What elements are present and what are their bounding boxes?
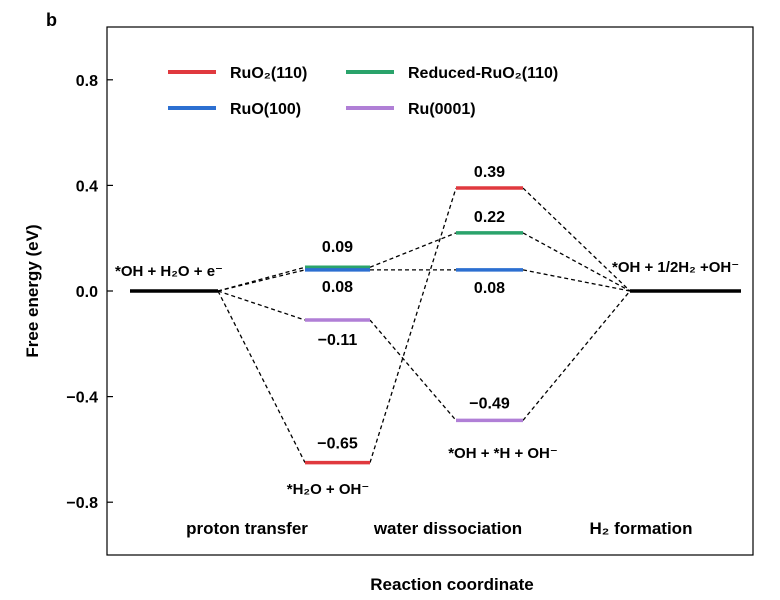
connector-reduced-ruo-110 bbox=[217, 266, 306, 292]
connector-reduced-ruo-110 bbox=[522, 232, 631, 292]
y-tick-label: 0.8 bbox=[76, 73, 98, 90]
y-axis: −0.8 −0.4 0.0 0.4 0.8 bbox=[66, 73, 113, 512]
stage-label-water-dissociation: water dissociation bbox=[373, 519, 522, 538]
legend: RuO₂(110) Reduced-RuO₂(110) RuO(100) Ru(000… bbox=[168, 65, 558, 118]
legend-label-ruo-110: RuO₂(110) bbox=[230, 65, 307, 82]
data-label-reduced-ruo-110: 0.09 bbox=[322, 239, 353, 256]
data-label-ruo-110: 0.39 bbox=[474, 164, 505, 181]
legend-label-ru-0001: Ru(0001) bbox=[408, 101, 476, 118]
data-label-ru-0001: −0.11 bbox=[318, 332, 358, 349]
connector-reduced-ruo-110 bbox=[369, 232, 457, 268]
y-tick-label: 0.0 bbox=[76, 284, 98, 301]
connector-lines bbox=[217, 187, 631, 463]
legend-label-ruo-100: RuO(100) bbox=[230, 101, 301, 118]
state-label-intermediate-1: *H₂O + OH⁻ bbox=[287, 481, 370, 498]
connector-ru-0001 bbox=[522, 290, 631, 421]
y-tick-label: −0.4 bbox=[66, 390, 98, 407]
connector-ruo-100 bbox=[217, 269, 306, 292]
state-label-intermediate-2: *OH + *H + OH⁻ bbox=[448, 445, 558, 462]
stage-label-h2-formation: H₂ formation bbox=[590, 519, 693, 538]
data-label-ru-0001: −0.49 bbox=[469, 395, 510, 412]
data-label-ruo-100: 0.08 bbox=[474, 280, 505, 297]
y-tick-label: −0.8 bbox=[66, 495, 98, 512]
data-label-ruo-110: −0.65 bbox=[317, 436, 358, 453]
connector-ru-0001 bbox=[217, 290, 306, 321]
connector-ruo-110 bbox=[522, 187, 631, 292]
y-axis-label: Free energy (eV) bbox=[23, 224, 42, 357]
connector-ru-0001 bbox=[369, 319, 457, 421]
connector-ruo-110 bbox=[217, 290, 306, 463]
y-tick-label: 0.4 bbox=[76, 178, 98, 195]
x-axis-label: Reaction coordinate bbox=[370, 575, 533, 594]
stage-label-proton-transfer: proton transfer bbox=[186, 519, 308, 538]
connector-ruo-110 bbox=[369, 187, 457, 463]
state-label-initial: *OH + H₂O + e⁻ bbox=[115, 263, 223, 280]
panel-label: b bbox=[46, 10, 57, 30]
value-labels: −0.65 0.39 0.09 0.22 0.08 0.08 −0.11 −0.49 bbox=[317, 164, 510, 453]
energy-levels bbox=[130, 186, 741, 465]
legend-label-reduced-ruo-110: Reduced-RuO₂(110) bbox=[408, 65, 558, 82]
data-label-ruo-100: 0.08 bbox=[322, 279, 353, 296]
state-label-final: *OH + 1/2H₂ +OH⁻ bbox=[612, 259, 739, 276]
data-label-reduced-ruo-110: 0.22 bbox=[474, 209, 505, 226]
